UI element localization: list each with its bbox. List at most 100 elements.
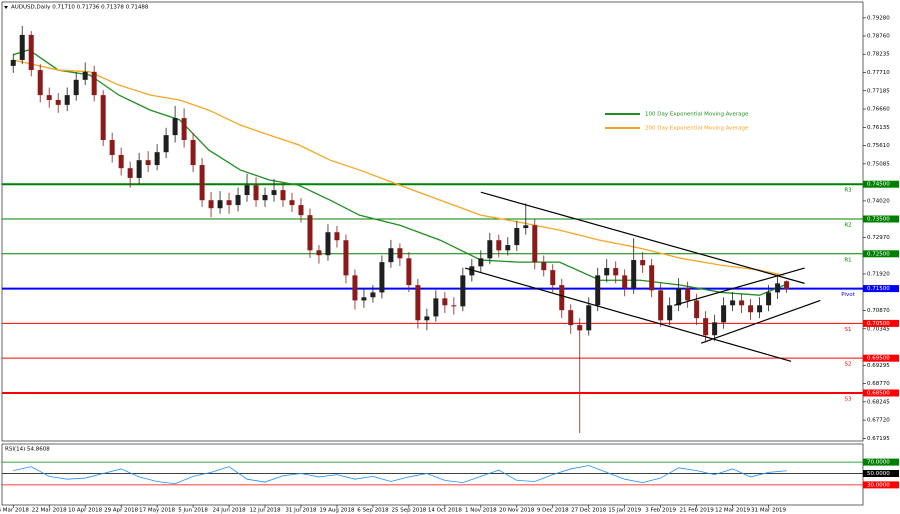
candle-body bbox=[298, 205, 304, 216]
menu-arrow bbox=[4, 6, 8, 9]
candle-body bbox=[145, 160, 151, 166]
candle-body bbox=[478, 258, 484, 267]
candle-body bbox=[523, 225, 529, 229]
rsi-level-box bbox=[863, 470, 899, 477]
candle-body bbox=[541, 262, 547, 271]
candle-body bbox=[208, 200, 214, 209]
candle-body bbox=[469, 266, 475, 276]
candle-body bbox=[496, 240, 502, 251]
y-tick-label: 0.79280 bbox=[867, 15, 890, 21]
level-name: R2 bbox=[844, 222, 851, 228]
x-tick-label: 19 Aug 2018 bbox=[319, 508, 355, 514]
y-tick-label: 0.75085 bbox=[867, 161, 890, 167]
candle-body bbox=[568, 310, 574, 326]
x-tick-label: 10 Apr 2018 bbox=[68, 508, 103, 514]
y-tick-label: 0.68770 bbox=[867, 381, 890, 387]
candle-body bbox=[235, 194, 241, 206]
candle-body bbox=[460, 275, 466, 307]
candle-body bbox=[766, 292, 772, 306]
candle-body bbox=[334, 232, 340, 241]
rsi-level-box bbox=[863, 481, 899, 489]
x-tick-label: 22 Mar 2018 bbox=[32, 508, 67, 514]
level-label-box bbox=[863, 354, 899, 362]
candle-body bbox=[604, 268, 610, 276]
y-tick-label: 0.67720 bbox=[867, 418, 890, 424]
x-tick-label: 21 Feb 2019 bbox=[680, 508, 715, 514]
candle-body bbox=[19, 34, 25, 60]
x-tick-label: 31 Mar 2019 bbox=[751, 508, 786, 514]
trendline bbox=[673, 267, 805, 306]
level-name: Pivot bbox=[841, 292, 855, 298]
candle-body bbox=[640, 260, 646, 266]
candle-body bbox=[559, 285, 565, 311]
rsi-line bbox=[13, 465, 787, 485]
moving-average bbox=[13, 49, 785, 296]
candle-body bbox=[271, 190, 277, 195]
candle-body bbox=[37, 70, 43, 96]
y-tick-label: 0.76135 bbox=[867, 125, 890, 131]
x-tick-label: 15 Jan 2019 bbox=[608, 508, 641, 514]
y-tick-label: 0.78760 bbox=[867, 33, 890, 39]
chart-title: AUDUSD,Daily 0.71710 0.71736 0.71378 0.7… bbox=[11, 5, 149, 11]
candle-body bbox=[55, 99, 61, 105]
y-tick-label: 0.71920 bbox=[867, 271, 890, 277]
rsi-level-label: 30.0000 bbox=[867, 482, 890, 488]
candle-body bbox=[64, 95, 70, 105]
candle-body bbox=[289, 200, 295, 206]
level-label-box bbox=[863, 389, 899, 397]
level-value-label: 0.74500 bbox=[867, 182, 890, 188]
rsi-level-label: 50.0000 bbox=[867, 471, 890, 477]
candle-body bbox=[163, 135, 169, 153]
x-tick-label: 5 Jun 2018 bbox=[178, 508, 208, 514]
candle-body bbox=[631, 260, 637, 289]
candle-body bbox=[73, 79, 79, 96]
candle-body bbox=[505, 245, 511, 251]
x-tick-label: 24 Jun 2018 bbox=[213, 508, 247, 514]
legend-label: 200 Day Exponential Moving Average bbox=[645, 126, 749, 132]
x-tick-label: 12 Jul 2018 bbox=[249, 508, 281, 514]
candle-body bbox=[181, 118, 187, 141]
x-tick-label: 25 Sep 2018 bbox=[391, 508, 426, 514]
candle-body bbox=[433, 298, 439, 317]
candle-body bbox=[397, 248, 403, 259]
level-name: S3 bbox=[845, 396, 852, 402]
trendline bbox=[464, 267, 792, 362]
y-tick-label: 0.68245 bbox=[867, 399, 890, 405]
candle-body bbox=[172, 118, 178, 136]
candle-body bbox=[217, 200, 223, 209]
candle-body bbox=[649, 265, 655, 291]
candle-body bbox=[784, 281, 790, 290]
candle-body bbox=[352, 275, 358, 301]
candle-body bbox=[532, 225, 538, 263]
candle-body bbox=[46, 95, 52, 100]
candle-body bbox=[685, 288, 691, 301]
level-name: S1 bbox=[845, 327, 852, 333]
x-tick-label: 17 May 2018 bbox=[139, 508, 175, 514]
candle-body bbox=[577, 325, 583, 331]
trendline bbox=[700, 299, 821, 344]
candle-body bbox=[28, 34, 34, 71]
candle-body bbox=[667, 305, 673, 321]
x-tick-label: 6 Sep 2018 bbox=[357, 508, 389, 514]
level-label-box bbox=[863, 215, 899, 223]
y-tick-label: 0.77185 bbox=[867, 88, 890, 94]
y-tick-label: 0.70345 bbox=[867, 326, 890, 332]
candle-body bbox=[379, 262, 385, 293]
price-frame bbox=[1, 1, 864, 442]
x-tick-label: 12 Mar 2019 bbox=[715, 508, 750, 514]
candle-body bbox=[586, 305, 592, 331]
candle-body bbox=[415, 285, 421, 321]
x-tick-label: 4 Mar 2018 bbox=[0, 508, 29, 514]
rsi-level-box bbox=[863, 458, 899, 466]
y-tick-label: 0.74020 bbox=[867, 198, 890, 204]
candle-body bbox=[262, 194, 268, 201]
level-name: R3 bbox=[844, 188, 852, 194]
x-tick-label: 14 Oct 2018 bbox=[428, 508, 463, 514]
level-value-label: 0.69500 bbox=[867, 356, 890, 362]
level-value-label: 0.70500 bbox=[867, 321, 890, 327]
x-tick-label: 9 Dec 2018 bbox=[537, 508, 569, 514]
candle-body bbox=[739, 300, 745, 306]
trendline bbox=[480, 191, 805, 284]
candle-body bbox=[694, 300, 700, 319]
candle-body bbox=[154, 152, 160, 166]
